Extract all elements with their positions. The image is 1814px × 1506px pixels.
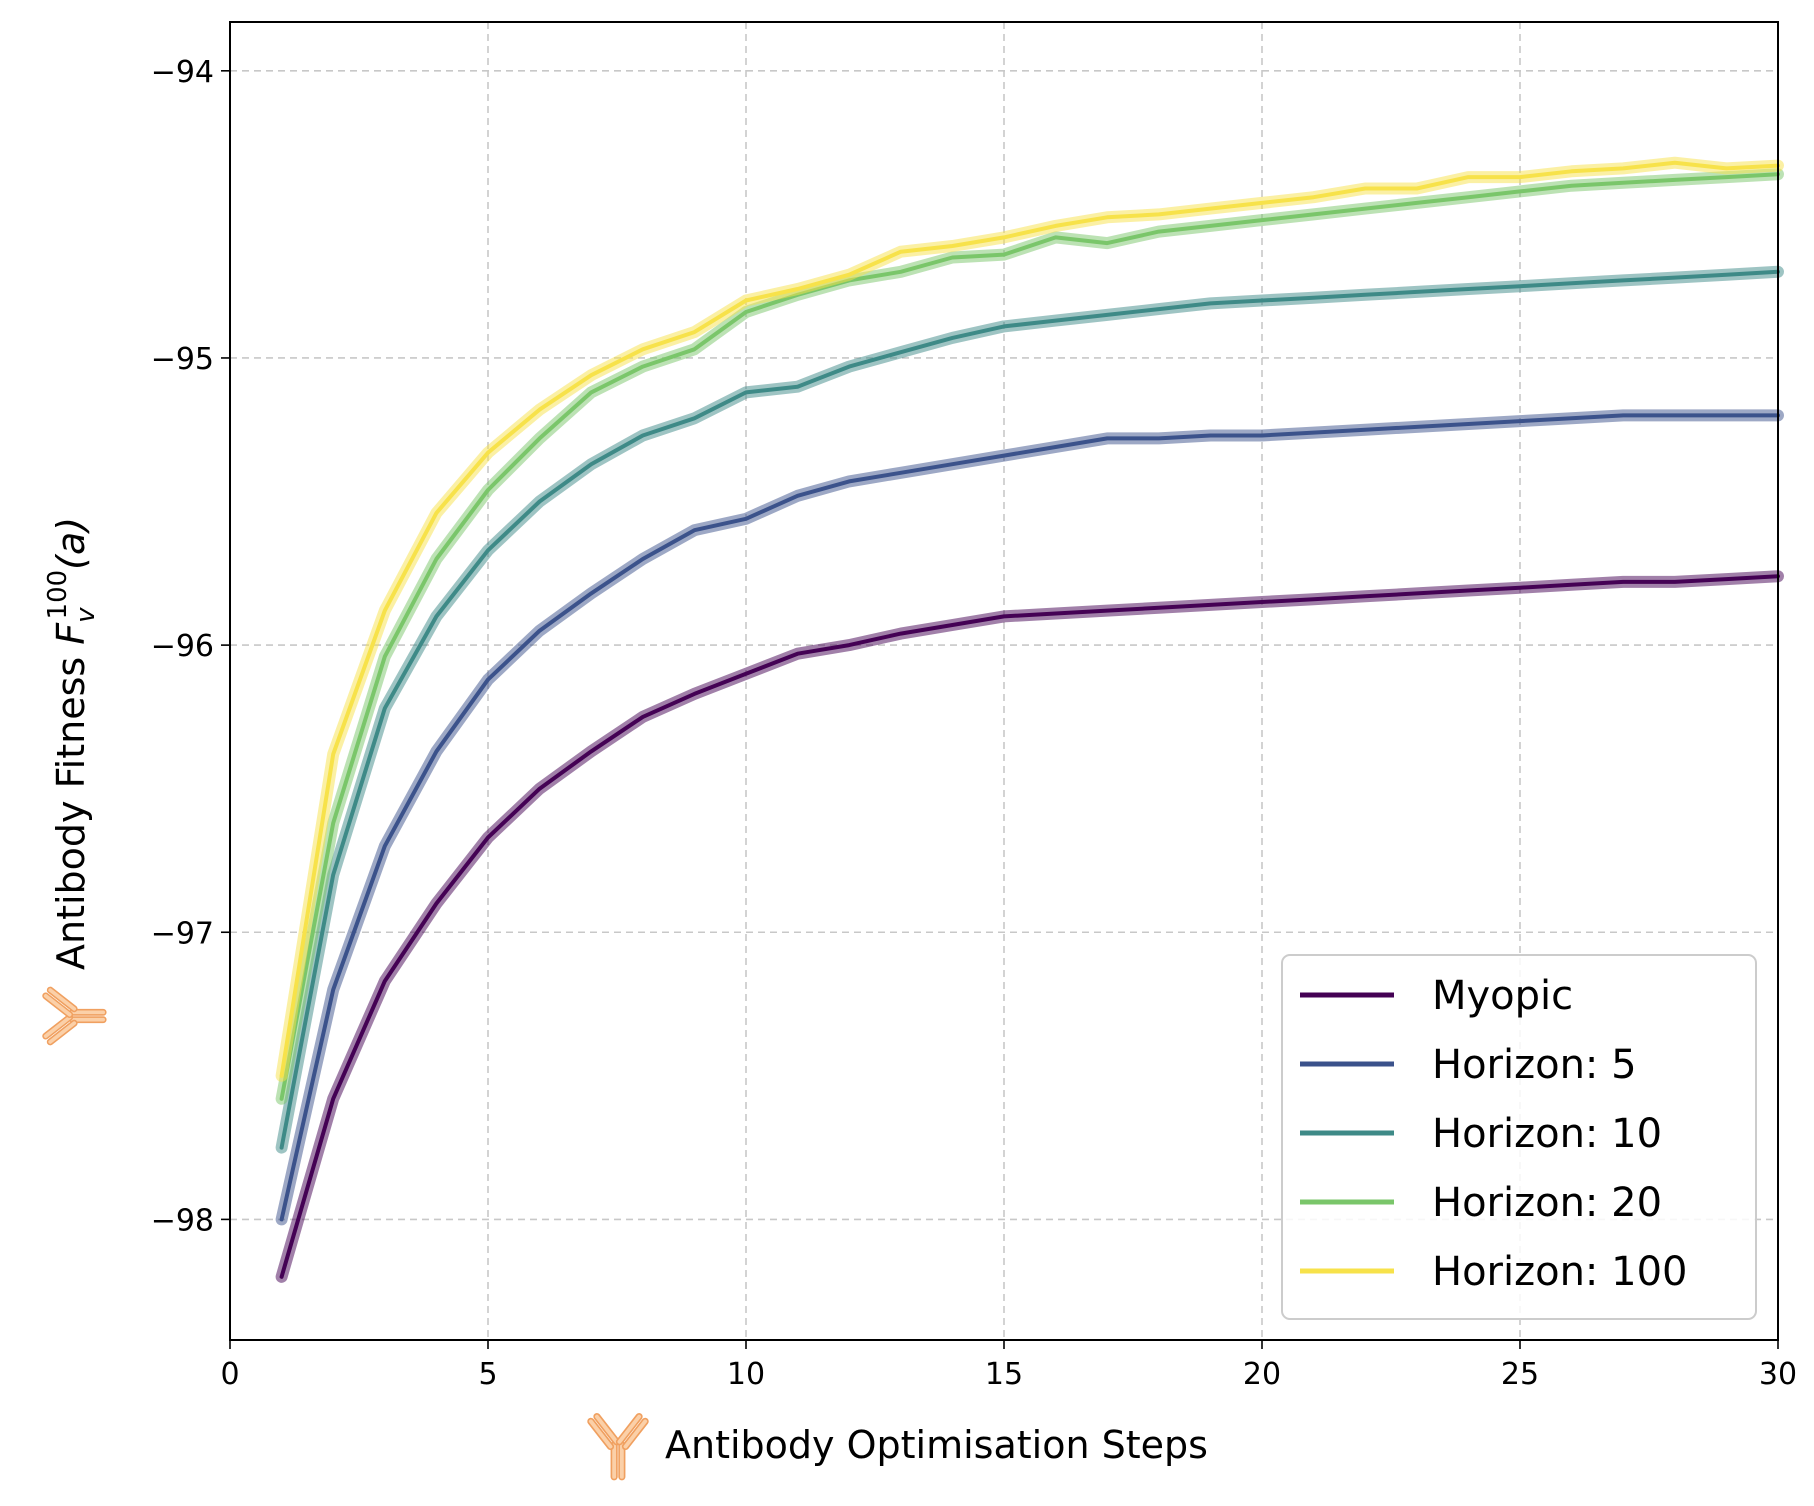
axis-ticks: 0 5 10 15 20 25 30 −94 −95 −96 −97 −98 (151, 55, 1797, 1392)
antibody-icon (42, 986, 107, 1046)
x-tick-label: 0 (220, 1357, 239, 1392)
y-axis-label-prefix: Antibody Fitness (49, 645, 93, 970)
y-tick-label: −97 (151, 916, 214, 951)
x-tick-label: 10 (727, 1357, 765, 1392)
x-tick-label: 30 (1759, 1357, 1797, 1392)
series-line-2 (279, 269, 1780, 1150)
y-axis-label-superscript: 100 (43, 570, 73, 620)
x-axis-label: Antibody Optimisation Steps (665, 1423, 1208, 1467)
y-axis-label: Antibody Fitness Fv100(a) (43, 517, 101, 970)
series-line-0 (279, 574, 1780, 1279)
series-layer (275, 156, 1784, 1283)
y-axis-label-symbol: F (49, 622, 93, 645)
antibody-icon (587, 1413, 649, 1481)
legend-label: Horizon: 100 (1432, 1249, 1687, 1295)
antibody-icon-shape (587, 1413, 649, 1481)
y-tick-label: −96 (151, 629, 214, 664)
x-tick-label: 20 (1243, 1357, 1281, 1392)
legend-label: Horizon: 5 (1432, 1042, 1637, 1088)
series-line-3 (279, 172, 1780, 1101)
x-tick-label: 25 (1501, 1357, 1539, 1392)
legend-label: Myopic (1432, 973, 1573, 1019)
series-line-4 (279, 160, 1780, 1078)
y-tick-label: −98 (151, 1203, 214, 1238)
antibody-icon-shape (42, 986, 107, 1046)
legend-box (1281, 954, 1757, 1320)
y-tick-label: −94 (151, 55, 214, 90)
series-line-1 (279, 413, 1780, 1222)
x-tick-label: 5 (478, 1357, 497, 1392)
x-tick-label: 15 (985, 1357, 1023, 1392)
y-tick-label: −95 (151, 342, 214, 377)
legend: Myopic Horizon: 5 Horizon: 10 Horizon: 20 Ho… (1281, 954, 1757, 1320)
y-axis-label-group: Antibody Fitness Fv100(a) (42, 517, 107, 1046)
legend-label: Horizon: 10 (1432, 1111, 1662, 1157)
legend-label: Horizon: 20 (1432, 1180, 1662, 1226)
y-axis-label-argument: (a) (49, 517, 93, 570)
x-axis-label-group: Antibody Optimisation Steps (587, 1413, 1208, 1481)
y-axis-label-subscript: v (71, 607, 101, 623)
